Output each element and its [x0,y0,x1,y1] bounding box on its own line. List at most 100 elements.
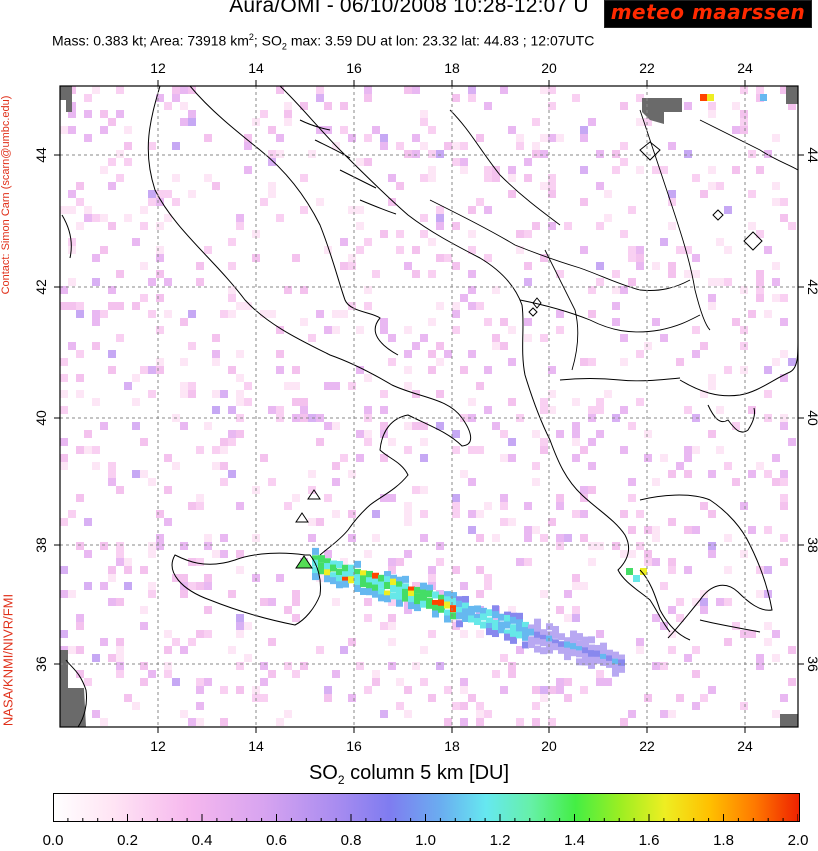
so2-pixel [164,630,172,638]
so2-pixel [564,222,572,230]
so2-pixel [700,694,708,702]
stromboli-triangle-icon [307,489,321,500]
so2-plume-pixel [510,616,517,624]
so2-pixel [148,190,156,198]
so2-pixel [60,630,68,638]
so2-plume-pixel [612,658,619,666]
so2-pixel [764,310,772,318]
so2-pixel [196,686,204,694]
so2-pixel [188,190,196,198]
so2-pixel [732,166,740,174]
so2-pixel [724,462,732,470]
so2-pixel [468,286,476,294]
so2-pixel [484,502,492,510]
so2-pixel [436,558,444,566]
diamond-marker-5 [528,307,538,317]
so2-plume-pixel [432,591,439,599]
so2-pixel [756,286,764,294]
so2-plume-pixel [474,605,481,613]
top-lon-label: 22 [639,60,655,76]
so2-pixel [708,166,716,174]
so2-pixel [500,654,508,662]
so2-pixel [596,278,604,286]
so2-pixel [460,630,468,638]
so2-pixel [364,238,372,246]
so2-pixel [396,230,404,238]
so2-plume-pixel [504,621,511,629]
so2-pixel [60,590,68,598]
so2-pixel [452,158,460,166]
so2-pixel [172,678,180,686]
so2-pixel [420,422,428,430]
so2-plume-pixel [390,574,397,582]
so2-plume-pixel [606,655,613,663]
so2-pixel [220,462,228,470]
so2-pixel [124,142,132,150]
so2-pixel [764,246,772,254]
so2-pixel [188,718,196,726]
so2-pixel [620,718,628,726]
so2-pixel [156,534,164,542]
right-lat-label: 40 [805,410,818,426]
so2-pixel [452,430,460,438]
volcano-markers [295,489,321,569]
so2-plume-pixel [582,658,589,666]
so2-pixel [724,278,732,286]
so2-pixel [212,406,220,414]
so2-pixel [380,326,388,334]
so2-pixel [348,694,356,702]
so2-plume-pixel [450,592,457,600]
so2-pixel [588,542,596,550]
so2-pixel [404,326,412,334]
so2-pixel [140,678,148,686]
diamond-marker-1 [639,141,661,161]
adriatic-island-1 [299,119,331,131]
so2-pixel [788,358,796,366]
so2-pixel [228,470,236,478]
so2-pixel [444,686,452,694]
so2-pixel [540,406,548,414]
so2-pixel [60,518,68,526]
bottom-lon-label: 20 [541,738,557,754]
so2-pixel [100,110,108,118]
so2-plume-pixel [414,593,421,601]
so2-pixel [508,166,516,174]
so2-pixel [524,534,532,542]
so2-pixel [244,166,252,174]
so2-plume-pixel [330,564,337,572]
so2-pixel [332,462,340,470]
so2-pixel [644,550,652,558]
so2-plume-pixel [534,618,541,626]
so2-pixel [156,358,164,366]
so2-pixel [68,278,76,286]
so2-pixel [708,182,716,190]
so2-pixel [484,366,492,374]
so2-pixel [732,622,740,630]
so2-pixel [236,662,244,670]
so2-plume-pixel [354,578,361,586]
so2-pixel [596,430,604,438]
so2-pixel [332,510,340,518]
so2-pixel [620,406,628,414]
chalkidiki-coastline [707,404,755,433]
so2-pixel [780,214,788,222]
so2-pixel [116,638,124,646]
so2-pixel [452,326,460,334]
so2-pixel [764,390,772,398]
so2-pixel [436,422,444,430]
so2-pixel [692,350,700,358]
bottom-lon-label: 12 [150,738,166,754]
so2-pixel [508,518,516,526]
so2-plume-pixel [318,555,325,563]
so2-pixel [628,494,636,502]
so2-pixel [404,86,412,94]
so2-pixel [484,174,492,182]
top-lon-label: 14 [248,60,264,76]
so2-pixel [76,622,84,630]
so2-pixel [404,518,412,526]
so2-pixel [372,510,380,518]
no-data-patch-southeast [780,714,798,727]
diamond-marker-4 [532,297,542,309]
so2-pixel [660,334,668,342]
so2-pixel [484,166,492,174]
